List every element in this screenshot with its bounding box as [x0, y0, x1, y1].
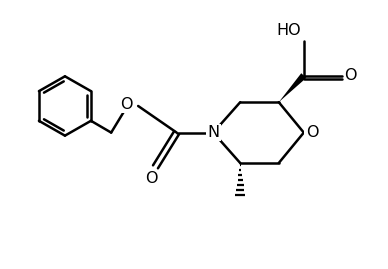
Text: O: O [120, 97, 132, 112]
Text: O: O [306, 125, 318, 140]
Text: N: N [207, 125, 219, 140]
Text: HO: HO [276, 23, 301, 38]
Text: O: O [344, 68, 357, 83]
Text: O: O [146, 171, 158, 186]
Polygon shape [279, 73, 307, 102]
